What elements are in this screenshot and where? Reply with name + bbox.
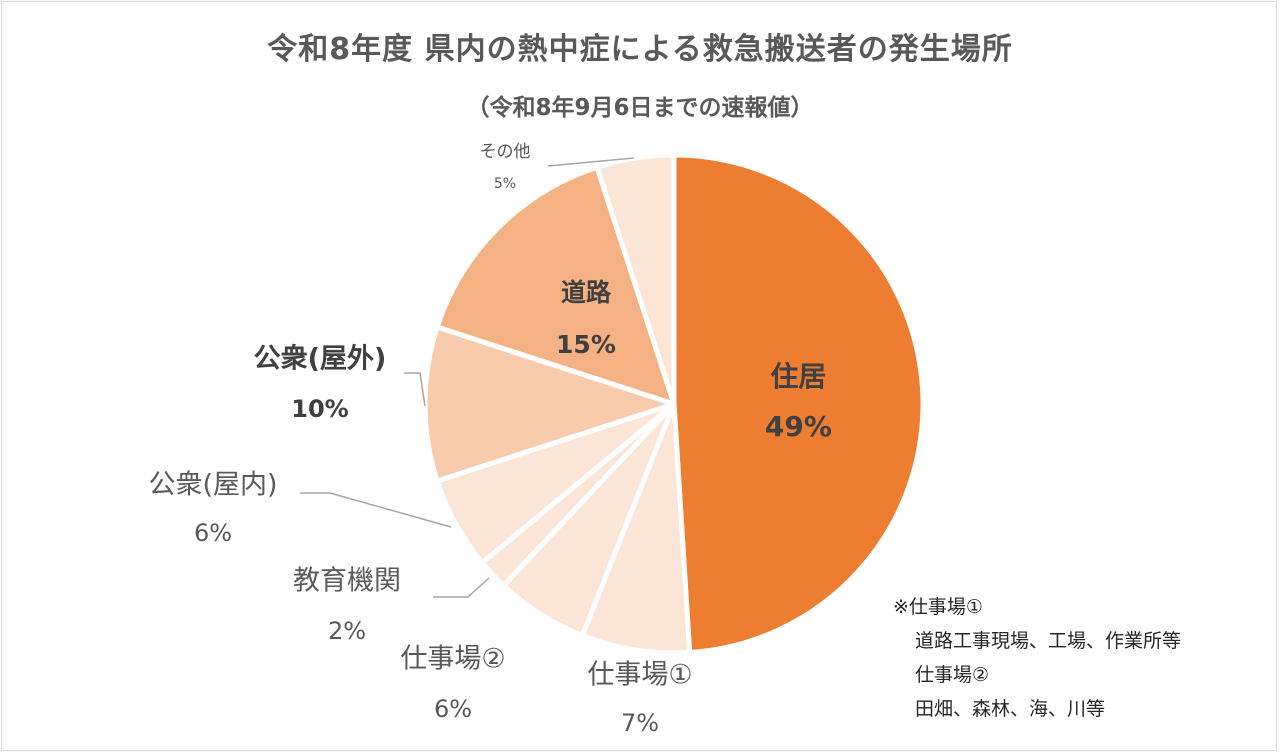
pie-slice <box>594 152 677 407</box>
footnote-line: 仕事場② <box>915 664 990 686</box>
slice-label: 教育機関 <box>293 566 401 597</box>
slice-value-label: 2% <box>328 617 366 645</box>
footnote: ※仕事場① 道路工事現場、工場、作業所等 仕事場② 田畑、森林、海、川等 <box>893 590 1181 726</box>
chart-subtitle: （令和8年9月6日までの速報値） <box>466 95 814 121</box>
slice-label: 公衆(屋外) <box>254 344 387 375</box>
slice-labels: 住居 49% 仕事場① 7% 仕事場② 6% 教育機関 2% 公衆(屋内) 6% 公衆(屋外) 10%… <box>148 142 831 737</box>
leader-lines <box>300 157 635 598</box>
slice-label: 仕事場② <box>400 644 505 675</box>
slice-value-label: 6% <box>194 519 232 547</box>
pie-slices <box>422 152 926 656</box>
slice-label: その他 <box>480 142 531 162</box>
leader-line <box>300 492 452 528</box>
slice-label: 住居 <box>770 360 826 393</box>
footnote-line: 田畑、森林、海、川等 <box>915 698 1106 720</box>
footnote-line: 道路工事現場、工場、作業所等 <box>915 630 1182 652</box>
slice-value-label: 15% <box>556 330 616 359</box>
leader-line <box>547 157 635 167</box>
leader-line <box>433 577 490 598</box>
slice-label: 仕事場① <box>587 660 692 691</box>
pie-slice <box>671 152 926 656</box>
slice-value-label: 10% <box>291 395 348 423</box>
slice-value-label: 49% <box>765 410 832 443</box>
leader-line <box>404 372 426 407</box>
slice-value-label: 6% <box>434 695 472 723</box>
slice-value-label: 7% <box>621 709 659 737</box>
chart-title: 令和8年度 県内の熱中症による救急搬送者の発生場所 <box>267 32 1013 67</box>
slice-label: 公衆(屋内) <box>148 470 277 501</box>
slice-label: 道路 <box>561 278 612 307</box>
slice-value-label: 5% <box>494 176 516 192</box>
footnote-line: ※仕事場① <box>893 596 983 618</box>
